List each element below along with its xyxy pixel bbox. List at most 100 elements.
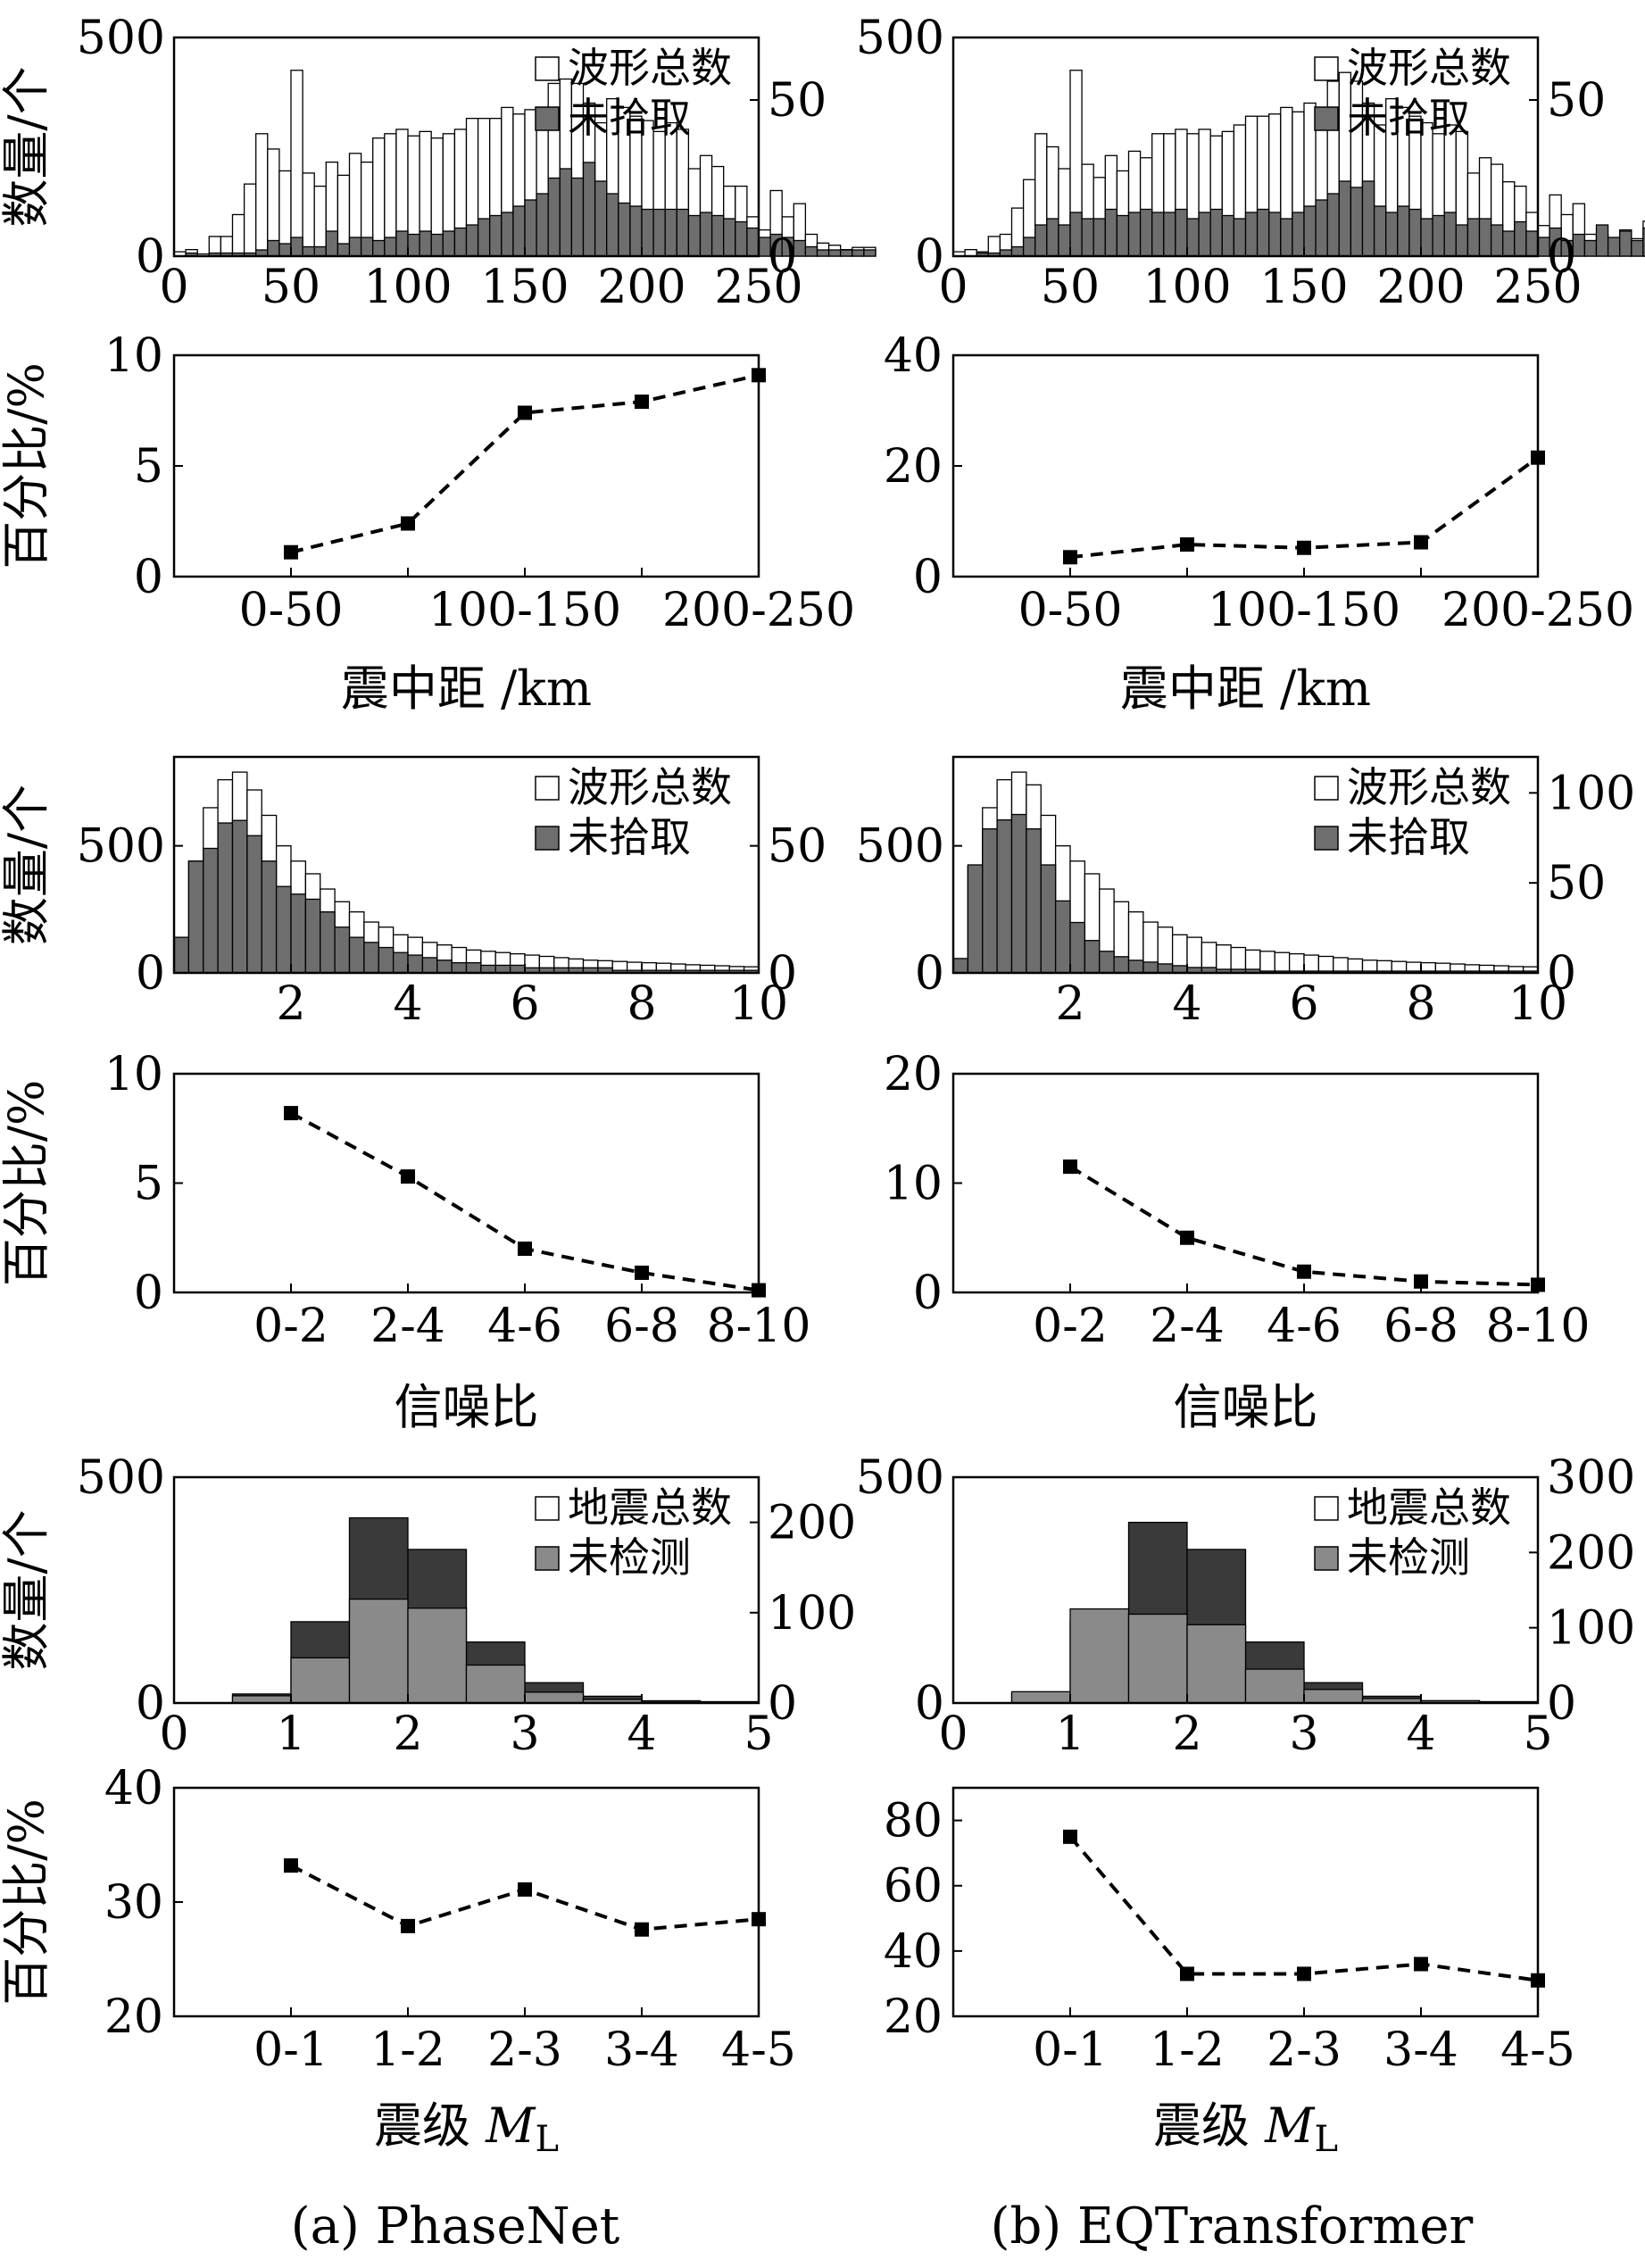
legend-label: 未拾取 <box>1347 813 1470 861</box>
bar-sub <box>348 1598 409 1704</box>
bar-sub <box>419 230 432 257</box>
bar-sub <box>334 926 351 974</box>
bar-sub <box>1326 193 1340 257</box>
bar-sub <box>246 835 262 974</box>
bar-sub <box>735 220 748 257</box>
data-point <box>1531 1277 1545 1292</box>
bar-sub <box>852 249 865 257</box>
caption-right: (b) EQTransformer <box>991 2197 1474 2256</box>
series-line <box>1068 1835 1539 1982</box>
series-line <box>290 373 760 554</box>
data-point <box>401 1918 415 1933</box>
bar-sub <box>641 208 654 257</box>
y-tick-label: 80 <box>884 1795 943 1848</box>
bar-total <box>313 185 327 257</box>
x-axis-title: 震级 ML <box>1153 2098 1338 2160</box>
x-tick-label: 2-4 <box>1150 1300 1225 1353</box>
chart-a-pct-mag: 0-1 1-2 2-3 3-4 4-5 20 30 40 百分比/% 震级 ML <box>0 1762 796 2160</box>
bar-sub <box>1099 951 1115 974</box>
bar-sub <box>1292 212 1305 257</box>
bar-sub <box>804 245 818 257</box>
x-tick-label: 4-5 <box>1500 2023 1575 2077</box>
y-tick-label: 500 <box>856 820 944 874</box>
x-tick-label: 0 <box>938 261 968 314</box>
bar-sub <box>1054 900 1071 974</box>
data-point <box>1414 535 1428 550</box>
data-point <box>1297 1264 1311 1279</box>
bar-sub <box>325 230 339 257</box>
y-tick-label: 0 <box>915 1677 944 1731</box>
bar-sub <box>1139 208 1153 257</box>
bar-sub <box>1186 1624 1247 1704</box>
x-tick-label: 3 <box>510 1707 539 1761</box>
bar-sub <box>582 162 596 257</box>
data-point <box>1180 1230 1194 1245</box>
y-tick-label: 0 <box>136 1677 165 1731</box>
x-tick-label: 4 <box>1406 1707 1435 1761</box>
chart-b-pct-snr: 0-2 2-4 4-6 6-8 8-10 0 10 20 信噪比 <box>884 1048 1591 1435</box>
bar-sub <box>430 233 444 257</box>
bar-sub <box>1631 239 1644 257</box>
chart-b-pct-mag: 0-1 1-2 2-3 3-4 4-5 20 40 60 80 震级 ML <box>884 1786 1575 2160</box>
x-tick-label: 2 <box>276 977 305 1031</box>
bar-total <box>1216 944 1232 974</box>
plot-frame <box>172 1072 760 1294</box>
x-tick-label: 50 <box>1041 261 1100 314</box>
bar-sub <box>996 818 1013 974</box>
bar-sub <box>1010 245 1025 257</box>
bar-sub <box>465 1664 526 1704</box>
bar-sub <box>1034 224 1048 257</box>
bar-sub <box>524 199 537 257</box>
y-tick-label: 40 <box>884 329 943 383</box>
bar-sub <box>606 193 619 257</box>
bar-sub <box>1010 813 1027 974</box>
bar-sub <box>1514 220 1527 257</box>
y2-tick-label: 50 <box>768 74 827 128</box>
x-tick-label: 3-4 <box>1383 2023 1458 2077</box>
x-tick-label: 0-2 <box>253 1300 328 1353</box>
bar-sub <box>982 828 998 974</box>
x-tick-label: 4-6 <box>487 1300 562 1353</box>
data-point <box>284 544 298 560</box>
bar-sub <box>384 237 397 257</box>
x-tick-label: 0 <box>159 261 188 314</box>
legend-label: 波形总数 <box>1347 44 1511 92</box>
plot-frame <box>951 1072 1540 1294</box>
bar-sub <box>1040 864 1057 974</box>
x-tick-label: 0-1 <box>1033 2023 1108 2077</box>
y-axis-title: 百分比/% <box>0 1080 54 1287</box>
y-tick-label: 20 <box>884 1048 943 1101</box>
bar-sub <box>1244 1668 1305 1704</box>
bar-sub <box>407 954 424 974</box>
bar-sub <box>1127 212 1142 257</box>
legend-label: 波形总数 <box>568 763 732 811</box>
x-tick-label: 4 <box>627 1707 656 1761</box>
y-tick-label: 40 <box>104 1762 163 1815</box>
data-point <box>1414 1274 1428 1289</box>
x-tick-label: 1-2 <box>370 2023 445 2077</box>
bar-sub <box>1338 180 1352 257</box>
bar-sub <box>395 230 409 257</box>
bar-total <box>1259 951 1275 974</box>
legend-label: 未拾取 <box>1347 94 1470 142</box>
bar-sub <box>618 202 631 257</box>
x-tick-label: 10 <box>1508 977 1567 1031</box>
bar-sub <box>1420 218 1433 257</box>
bar-sub <box>360 237 374 257</box>
bar-sub <box>1350 187 1364 257</box>
bar-sub <box>1256 208 1270 257</box>
bar-sub <box>372 239 386 257</box>
y2-tick-label: 200 <box>768 1497 856 1550</box>
y-axis-title: 数量/个 <box>0 66 54 227</box>
x-tick-label: 0 <box>159 1707 188 1761</box>
y-tick-label: 10 <box>884 1158 943 1211</box>
bar-sub <box>1116 214 1130 257</box>
data-point <box>518 1242 532 1256</box>
bar-sub <box>465 224 479 257</box>
y-tick-label: 500 <box>77 12 165 65</box>
bar-sub <box>378 946 395 974</box>
bar-sub <box>348 237 362 257</box>
y-tick-label: 500 <box>856 12 944 65</box>
